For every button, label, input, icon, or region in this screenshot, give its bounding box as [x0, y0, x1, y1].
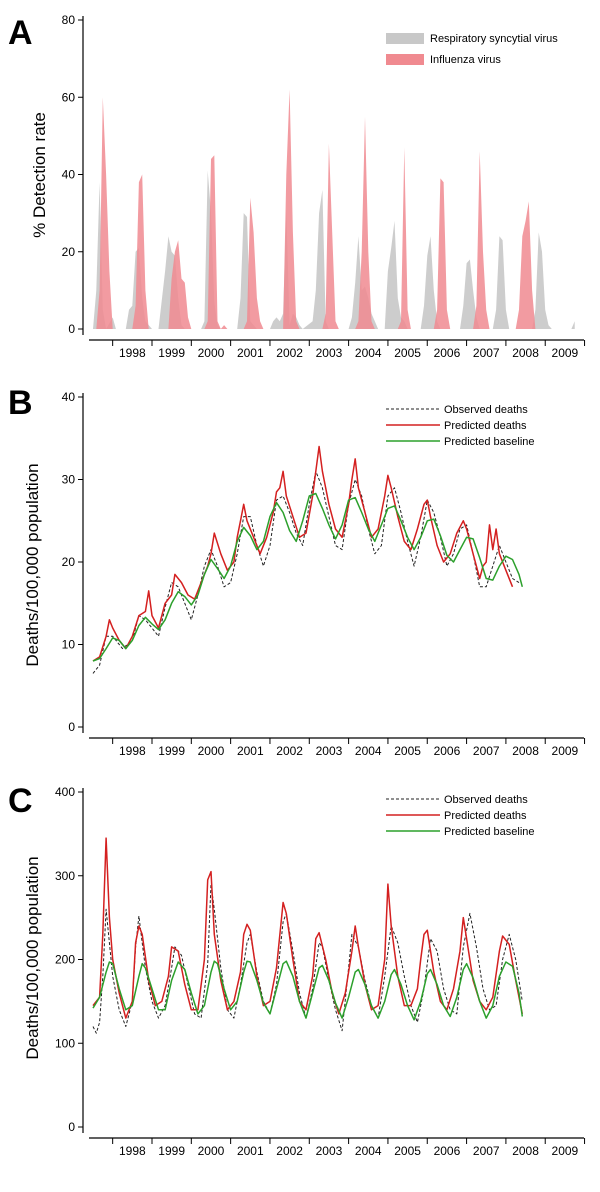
legend-label-predicted: Predicted deaths	[444, 810, 527, 822]
x-tick-label: 1998	[119, 346, 146, 360]
y-tick-label: 100	[55, 1036, 75, 1050]
x-tick-label: 2000	[198, 744, 225, 758]
panel-c-ylabel: Deaths/100,000 population	[23, 856, 42, 1059]
x-tick-label: 2004	[355, 1144, 382, 1158]
series-predicted-baseline-line	[92, 960, 524, 1021]
panel-c-plot	[92, 837, 524, 1034]
legend-label-observed: Observed deaths	[444, 794, 528, 806]
x-tick-label: 1999	[158, 744, 185, 758]
x-tick-label: 2008	[512, 744, 539, 758]
y-tick-label: 80	[62, 13, 76, 27]
x-tick-label: 2001	[237, 744, 264, 758]
x-tick-label: 2007	[473, 744, 500, 758]
legend-label-observed: Observed deaths	[444, 404, 528, 416]
x-tick-label: 2008	[512, 346, 539, 360]
panel-c-legend: Observed deaths Predicted deaths Predict…	[386, 794, 535, 838]
legend-swatch-influenza	[386, 54, 424, 65]
panel-a: A % Detection rate 0 20 40 60 80 1998 1999 2000…	[8, 13, 586, 360]
y-tick-label: 0	[68, 1120, 75, 1134]
x-tick-label: 2009	[552, 1144, 579, 1158]
y-tick-label: 10	[62, 638, 76, 652]
x-tick-label: 2001	[237, 1144, 264, 1158]
legend-label-baseline: Predicted baseline	[444, 436, 535, 448]
series-influenza-virus-area	[93, 89, 536, 329]
y-tick-label: 0	[68, 720, 75, 734]
panel-b: B Deaths/100,000 population 0 10 20 30 40 199…	[8, 384, 586, 758]
legend-swatch-rsv	[386, 33, 424, 44]
y-tick-label: 20	[62, 555, 76, 569]
x-tick-label: 2005	[394, 1144, 421, 1158]
panel-c-letter: C	[8, 782, 33, 820]
x-tick-label: 2002	[276, 1144, 303, 1158]
panel-c-axes: 0 100 200 300 400 1998 1999 2000 2001 2002 2003 200…	[55, 785, 586, 1158]
x-tick-label: 1998	[119, 1144, 146, 1158]
x-tick-label: 1998	[119, 744, 146, 758]
x-tick-label: 2006	[434, 744, 461, 758]
x-tick-label: 2004	[355, 346, 382, 360]
panel-b-letter: B	[8, 384, 33, 422]
x-tick-label: 1999	[158, 1144, 185, 1158]
x-tick-label: 2000	[198, 1144, 225, 1158]
x-tick-label: 2000	[198, 346, 225, 360]
x-tick-label: 2009	[552, 346, 579, 360]
series-observed-deaths-line	[92, 470, 520, 674]
x-tick-label: 2007	[473, 1144, 500, 1158]
x-tick-label: 2003	[316, 1144, 343, 1158]
y-tick-label: 40	[62, 390, 76, 404]
panel-a-plot	[93, 89, 575, 329]
panel-b-axes: 0 10 20 30 40 1998 1999 2000 2001 2002 2003 2004 200…	[62, 390, 586, 758]
x-tick-label: 2002	[276, 744, 303, 758]
x-tick-label: 2005	[394, 744, 421, 758]
panel-b-ylabel: Deaths/100,000 population	[23, 463, 42, 666]
x-tick-label: 2006	[434, 1144, 461, 1158]
x-tick-label: 1999	[158, 346, 185, 360]
panel-a-axes: 0 20 40 60 80 1998 1999 2000 2001 2002 2003 2004 200…	[62, 13, 586, 360]
x-tick-label: 2007	[473, 346, 500, 360]
x-tick-label: 2008	[512, 1144, 539, 1158]
panel-b-plot	[92, 445, 524, 674]
x-tick-label: 2001	[237, 346, 264, 360]
legend-label-rsv: Respiratory syncytial virus	[430, 33, 558, 45]
y-tick-label: 200	[55, 953, 75, 967]
y-tick-label: 40	[62, 168, 76, 182]
x-tick-label: 2009	[552, 744, 579, 758]
y-tick-label: 400	[55, 785, 75, 799]
series-predicted-deaths-line	[92, 445, 514, 662]
y-tick-label: 20	[62, 245, 76, 259]
y-tick-label: 0	[68, 322, 75, 336]
series-predicted-baseline-line	[92, 492, 524, 662]
legend-label-influenza: Influenza virus	[430, 54, 501, 66]
panel-c: C Deaths/100,000 population 0 100 200 300 40…	[8, 782, 586, 1158]
panel-a-ylabel: % Detection rate	[30, 112, 49, 238]
x-tick-label: 2004	[355, 744, 382, 758]
y-tick-label: 300	[55, 869, 75, 883]
x-tick-label: 2006	[434, 346, 461, 360]
panel-a-letter: A	[8, 14, 33, 52]
x-tick-label: 2002	[276, 346, 303, 360]
y-tick-label: 60	[62, 90, 76, 104]
x-tick-label: 2003	[316, 744, 343, 758]
x-tick-label: 2005	[394, 346, 421, 360]
x-tick-label: 2003	[316, 346, 343, 360]
legend-label-predicted: Predicted deaths	[444, 420, 527, 432]
panel-b-legend: Observed deaths Predicted deaths Predict…	[386, 404, 535, 448]
panel-a-legend: Respiratory syncytial virus Influenza vi…	[386, 33, 558, 66]
y-tick-label: 30	[62, 473, 76, 487]
legend-label-baseline: Predicted baseline	[444, 826, 535, 838]
